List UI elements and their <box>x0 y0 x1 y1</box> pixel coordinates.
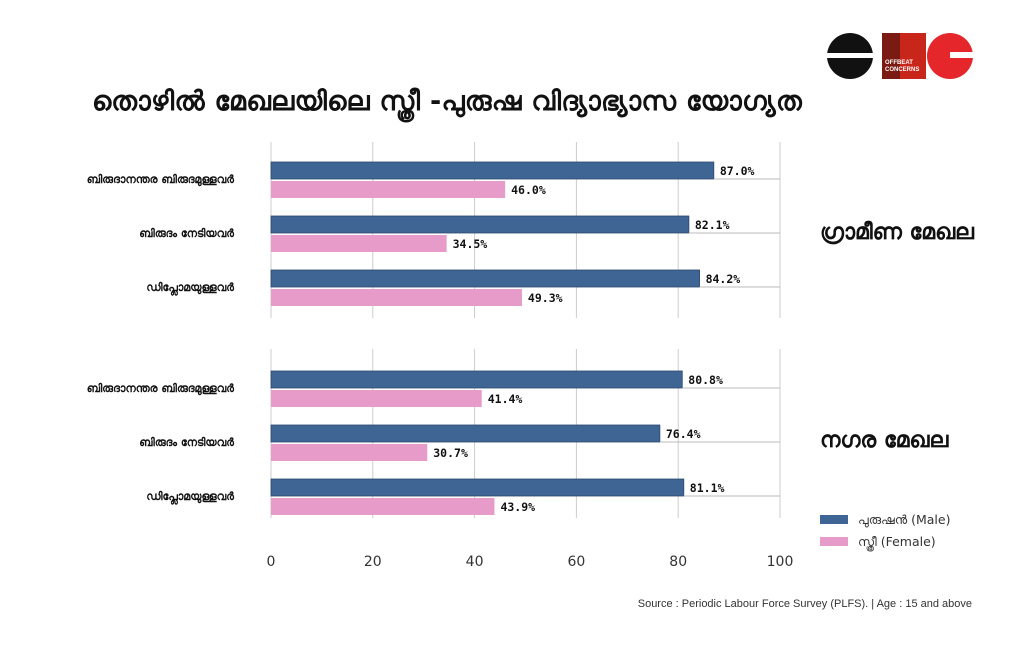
value-label: 81.1% <box>690 481 725 495</box>
bar-male <box>270 161 715 180</box>
x-tick-label: 40 <box>466 554 484 570</box>
x-tick-label: 0 <box>267 554 276 570</box>
panel-label: ഗ്രാമീണ മേഖല <box>820 220 975 245</box>
legend-label-female: സ്ത്രീ (Female) <box>858 534 936 551</box>
category-label: ഡിപ്ലോമയുള്ളവർ <box>146 281 234 297</box>
chart-title: തൊഴിൽ മേഖലയിലെ സ്ത്രീ -പുരുഷ വിദ്യാഭ്യാസ… <box>92 86 803 117</box>
value-label: 76.4% <box>666 427 701 441</box>
bar-female <box>271 444 428 461</box>
category-label: ബിരുദാനന്തര ബിരുദമുള്ളവർ <box>87 173 235 187</box>
category-label: ബിരുദം നേടിയവർ <box>139 436 234 449</box>
bar-male <box>270 424 661 443</box>
value-label: 41.4% <box>488 392 523 406</box>
bar-female <box>271 498 495 515</box>
category-label: ഡിപ്ലോമയുള്ളവർ <box>146 490 234 506</box>
bar-male <box>270 478 685 497</box>
value-label: 80.8% <box>688 373 723 387</box>
value-label: 87.0% <box>720 164 755 178</box>
offbeat-concerns-logo: OFFBEAT CONCERNS <box>826 30 974 82</box>
bar-male <box>270 215 690 234</box>
value-label: 49.3% <box>528 291 563 305</box>
logo-text-1: OFFBEAT <box>885 60 913 66</box>
bar-female <box>271 289 522 306</box>
value-label: 34.5% <box>453 237 488 251</box>
legend-swatch-male <box>820 515 848 524</box>
x-tick-label: 60 <box>567 554 585 570</box>
bar-male <box>270 370 683 389</box>
bar-female <box>271 390 482 407</box>
category-label: ബിരുദാനന്തര ബിരുദമുള്ളവർ <box>87 382 235 396</box>
legend-label-male: പുരുഷൻ (Male) <box>858 512 950 528</box>
legend-swatch-female <box>820 537 848 546</box>
bar-female <box>271 181 506 198</box>
bar-male <box>270 269 700 288</box>
value-label: 84.2% <box>706 272 741 286</box>
logo-text-2: CONCERNS <box>885 67 919 73</box>
value-label: 43.9% <box>500 500 535 514</box>
value-label: 46.0% <box>511 183 546 197</box>
value-label: 30.7% <box>433 446 468 460</box>
value-label: 82.1% <box>695 218 730 232</box>
x-tick-label: 100 <box>767 554 794 570</box>
x-tick-label: 20 <box>364 554 382 570</box>
source-note: Source : Periodic Labour Force Survey (P… <box>637 598 972 610</box>
bar-female <box>271 235 447 252</box>
x-tick-label: 80 <box>669 554 687 570</box>
category-label: ബിരുദം നേടിയവർ <box>139 227 234 240</box>
panel-label: നഗര മേഖല <box>820 428 949 453</box>
